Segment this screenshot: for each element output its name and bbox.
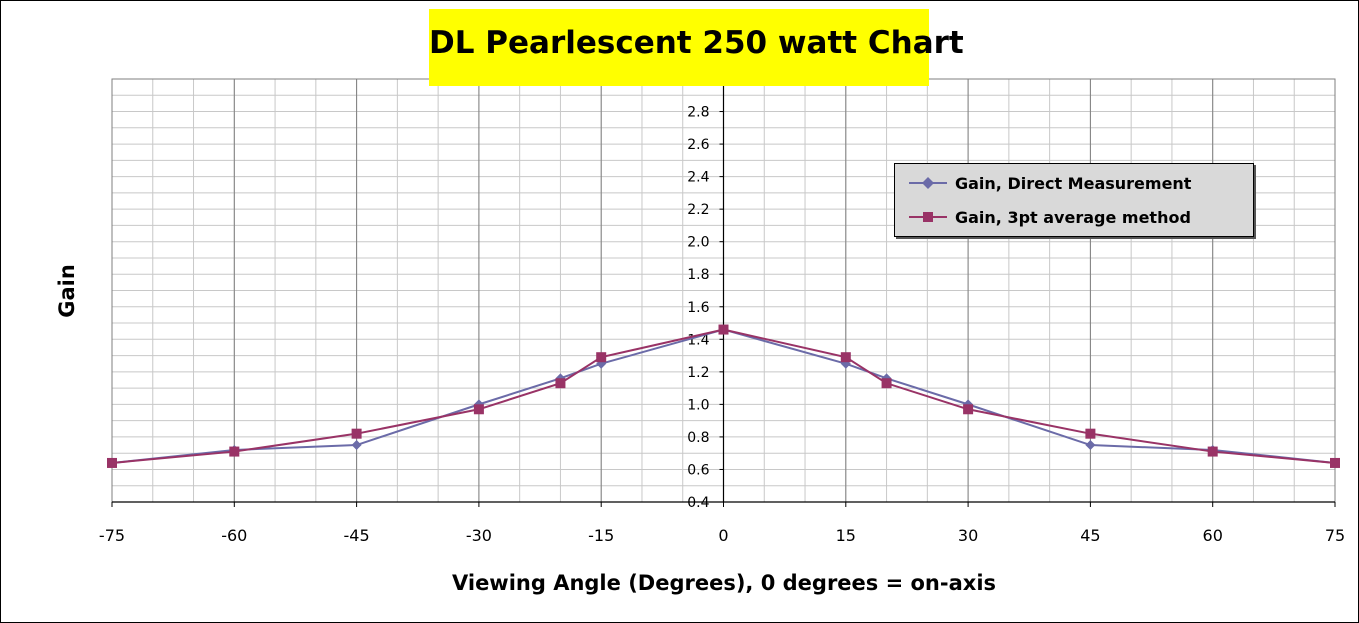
data-point-square bbox=[351, 428, 362, 439]
x-tick-label: -45 bbox=[344, 526, 370, 545]
x-tick-label: -75 bbox=[99, 526, 125, 545]
chart-title-box: DL Pearlescent 250 watt Chart bbox=[429, 9, 964, 86]
y-tick-label: 2.0 bbox=[687, 235, 709, 251]
y-tick-label: 2.4 bbox=[687, 170, 709, 186]
data-point-square bbox=[718, 324, 729, 335]
data-point-square bbox=[1207, 446, 1218, 457]
legend-item-average: Gain, 3pt average method bbox=[909, 205, 1191, 229]
data-point-square bbox=[840, 352, 851, 363]
legend-label-direct: Gain, Direct Measurement bbox=[955, 173, 1192, 193]
data-point-diamond bbox=[1085, 440, 1096, 451]
x-tick-labels: -75 -60 -45 -30 -15 0 15 30 45 60 75 bbox=[99, 502, 1345, 545]
x-tick-label: -60 bbox=[221, 526, 247, 545]
y-tick-label: 1.8 bbox=[687, 267, 709, 283]
series-layer bbox=[107, 324, 1340, 468]
data-point-square bbox=[596, 352, 607, 363]
x-tick-label: 15 bbox=[836, 526, 856, 545]
y-tick-label: 2.6 bbox=[687, 137, 709, 153]
y-tick-label: 0.8 bbox=[687, 430, 709, 446]
x-tick-label: 60 bbox=[1203, 526, 1223, 545]
y-tick-label: 2.2 bbox=[687, 202, 709, 218]
legend-swatch-average bbox=[909, 212, 947, 222]
legend: Gain, Direct Measurement Gain, 3pt avera… bbox=[894, 163, 1254, 237]
data-point-square bbox=[881, 378, 892, 389]
data-point-square bbox=[963, 404, 974, 415]
y-tick-label: 1.0 bbox=[687, 397, 709, 413]
data-point-square bbox=[229, 446, 240, 457]
series-three-point-average bbox=[107, 324, 1340, 468]
y-tick-label: 0.6 bbox=[687, 462, 709, 478]
y-tick-label: 1.6 bbox=[687, 300, 709, 316]
data-point-diamond bbox=[351, 440, 362, 451]
data-point-square bbox=[1330, 457, 1340, 468]
x-tick-label: 45 bbox=[1080, 526, 1100, 545]
data-point-square bbox=[107, 457, 117, 468]
x-tick-label: -30 bbox=[466, 526, 492, 545]
y-tick-labels: 0.40.60.81.01.21.41.61.82.02.22.42.62.83… bbox=[687, 72, 724, 511]
y-tick-label: 0.4 bbox=[687, 495, 709, 511]
x-tick-label: -15 bbox=[588, 526, 614, 545]
data-point-square bbox=[1085, 428, 1096, 439]
y-tick-label: 2.8 bbox=[687, 105, 709, 121]
y-axis-label: Gain bbox=[55, 264, 79, 318]
data-point-square bbox=[555, 378, 566, 389]
y-tick-label: 1.2 bbox=[687, 365, 709, 381]
chart-title: DL Pearlescent 250 watt Chart bbox=[429, 25, 964, 61]
x-tick-label: 0 bbox=[718, 526, 728, 545]
x-axis-label: Viewing Angle (Degrees), 0 degrees = on-… bbox=[451, 571, 997, 595]
x-tick-label: 75 bbox=[1325, 526, 1345, 545]
legend-item-direct: Gain, Direct Measurement bbox=[909, 171, 1191, 195]
legend-label-average: Gain, 3pt average method bbox=[955, 207, 1191, 227]
data-point-square bbox=[473, 404, 484, 415]
legend-swatch-direct bbox=[909, 177, 947, 189]
x-tick-label: 30 bbox=[958, 526, 978, 545]
